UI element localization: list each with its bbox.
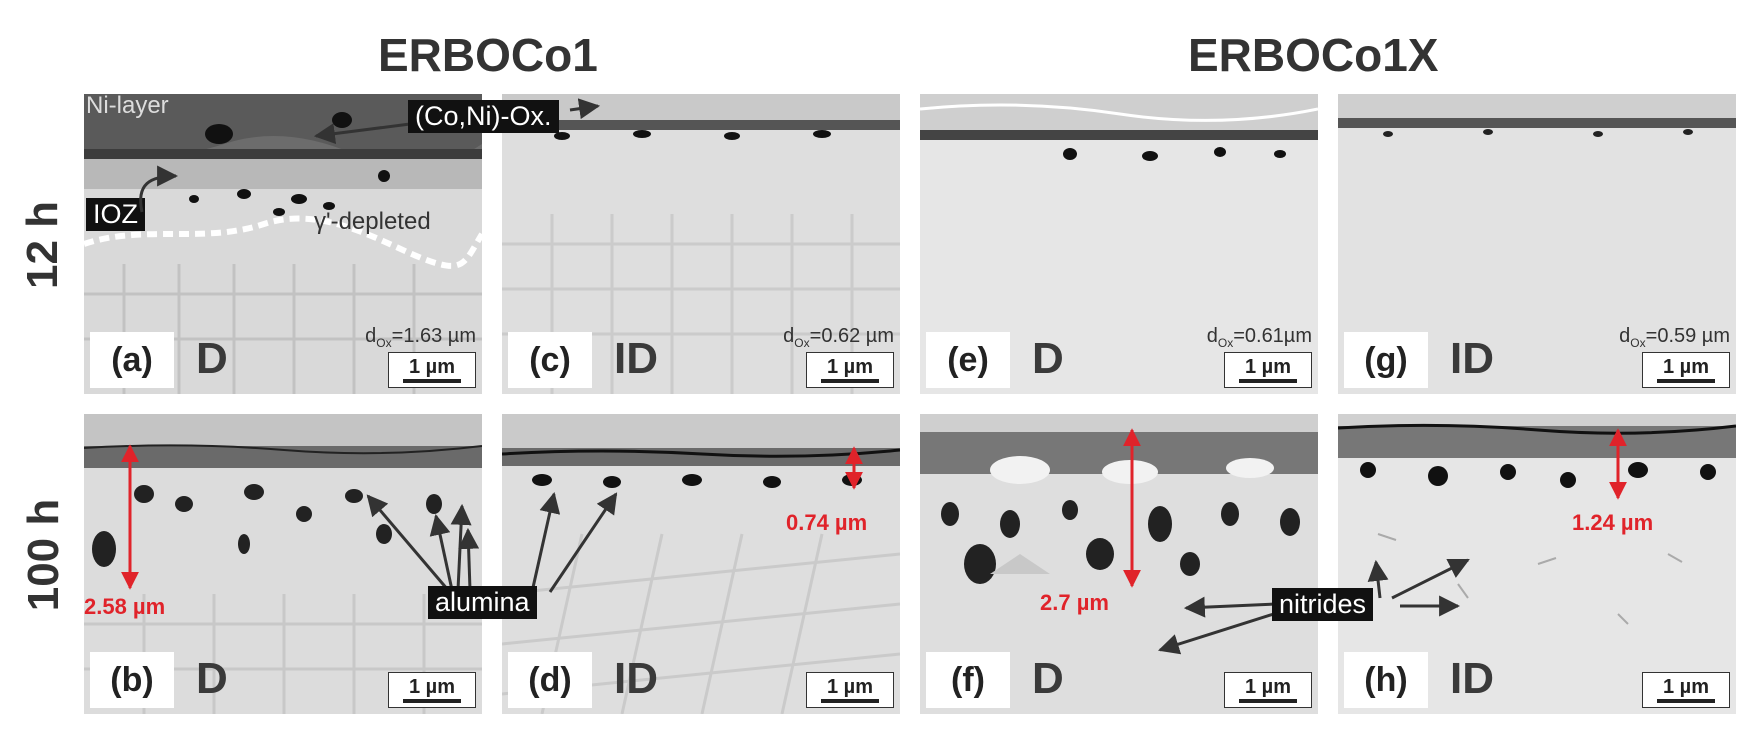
row-title-100h: 100 h bbox=[19, 498, 68, 612]
thickness-label-h: 1.24 µm bbox=[1572, 510, 1654, 535]
scale-bar-b: 1 µm bbox=[388, 672, 476, 708]
condition-d: ID bbox=[614, 654, 658, 703]
scale-bar-g: 1 µm bbox=[1642, 352, 1730, 388]
panel-c: dOx=0.62 µm (c) ID 1 µm bbox=[502, 94, 900, 394]
panel-a: Ni-layer IOZ γ'-depleted dOx=1.63 µm (a)… bbox=[84, 94, 482, 394]
scale-bar-h: 1 µm bbox=[1642, 672, 1730, 708]
panel-b: 2.58 µm (b) D 1 µm bbox=[84, 414, 482, 714]
panel-label-b: (b) bbox=[90, 652, 174, 708]
panel-label-f: (f) bbox=[926, 652, 1010, 708]
panel-label-h: (h) bbox=[1344, 652, 1428, 708]
scale-bar-d: 1 µm bbox=[806, 672, 894, 708]
panel-h: 1.24 µm (h) ID 1 µm bbox=[1338, 414, 1736, 714]
scale-bar-c: 1 µm bbox=[806, 352, 894, 388]
scale-bar-e: 1 µm bbox=[1224, 352, 1312, 388]
scale-bar-f: 1 µm bbox=[1224, 672, 1312, 708]
panel-label-e: (e) bbox=[926, 332, 1010, 388]
dox-e: dOx=0.61µm bbox=[1206, 325, 1312, 350]
panel-d: 0.74 µm (d) ID 1 µm bbox=[502, 414, 900, 714]
label-nitrides: nitrides bbox=[1272, 588, 1374, 621]
thickness-label-b: 2.58 µm bbox=[84, 594, 166, 619]
label-coni-ox: (Co,Ni)-Ox. bbox=[408, 100, 559, 133]
panel-label-c: (c) bbox=[508, 332, 592, 388]
condition-f: D bbox=[1032, 654, 1064, 703]
thickness-label-f: 2.7 µm bbox=[1040, 590, 1109, 615]
column-title-erboco1: ERBOCo1 bbox=[378, 29, 598, 81]
panel-label-a: (a) bbox=[90, 332, 174, 388]
condition-a: D bbox=[196, 334, 228, 383]
panel-f: 2.7 µm (f) D 1 µm bbox=[920, 414, 1318, 714]
label-ioz: IOZ bbox=[86, 198, 145, 231]
condition-c: ID bbox=[614, 334, 658, 383]
row-title-12h: 12 h bbox=[18, 200, 67, 290]
panel-e: dOx=0.61µm (e) D 1 µm bbox=[920, 94, 1318, 394]
condition-g: ID bbox=[1450, 334, 1494, 383]
dox-c: dOx=0.62 µm bbox=[783, 325, 894, 350]
dox-g: dOx=0.59 µm bbox=[1619, 325, 1730, 350]
scale-bar-a: 1 µm bbox=[388, 352, 476, 388]
panel-label-g: (g) bbox=[1344, 332, 1428, 388]
column-title-erboco1x: ERBOCo1X bbox=[1188, 29, 1439, 81]
thickness-label-d: 0.74 µm bbox=[786, 510, 868, 535]
condition-e: D bbox=[1032, 334, 1064, 383]
label-ni-layer: Ni-layer bbox=[86, 94, 169, 119]
dox-a: dOx=1.63 µm bbox=[365, 325, 476, 350]
condition-b: D bbox=[196, 654, 228, 703]
label-gamma-depleted: γ'-depleted bbox=[314, 208, 431, 235]
label-alumina: alumina bbox=[428, 586, 537, 619]
condition-h: ID bbox=[1450, 654, 1494, 703]
micrograph-f bbox=[920, 414, 1318, 714]
panel-label-d: (d) bbox=[508, 652, 592, 708]
panel-g: dOx=0.59 µm (g) ID 1 µm bbox=[1338, 94, 1736, 394]
